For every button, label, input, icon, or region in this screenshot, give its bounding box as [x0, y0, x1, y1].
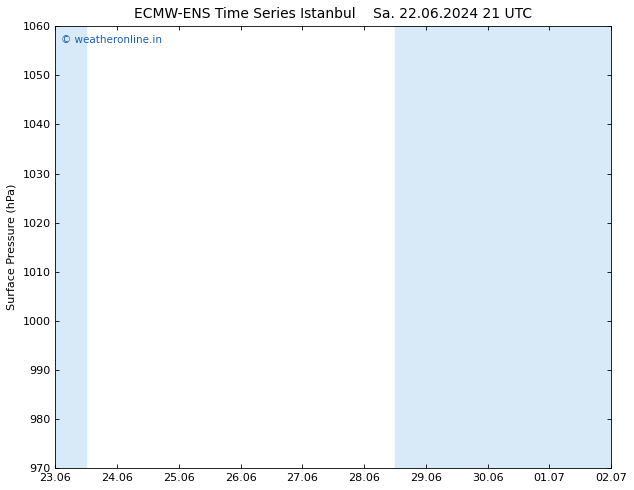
Y-axis label: Surface Pressure (hPa): Surface Pressure (hPa)	[7, 184, 17, 311]
Text: © weatheronline.in: © weatheronline.in	[61, 35, 162, 45]
Bar	[519, 26, 634, 468]
Bar	[395, 26, 519, 468]
Title: ECMW-ENS Time Series Istanbul    Sa. 22.06.2024 21 UTC: ECMW-ENS Time Series Istanbul Sa. 22.06.…	[134, 7, 533, 21]
Bar	[25, 26, 86, 468]
